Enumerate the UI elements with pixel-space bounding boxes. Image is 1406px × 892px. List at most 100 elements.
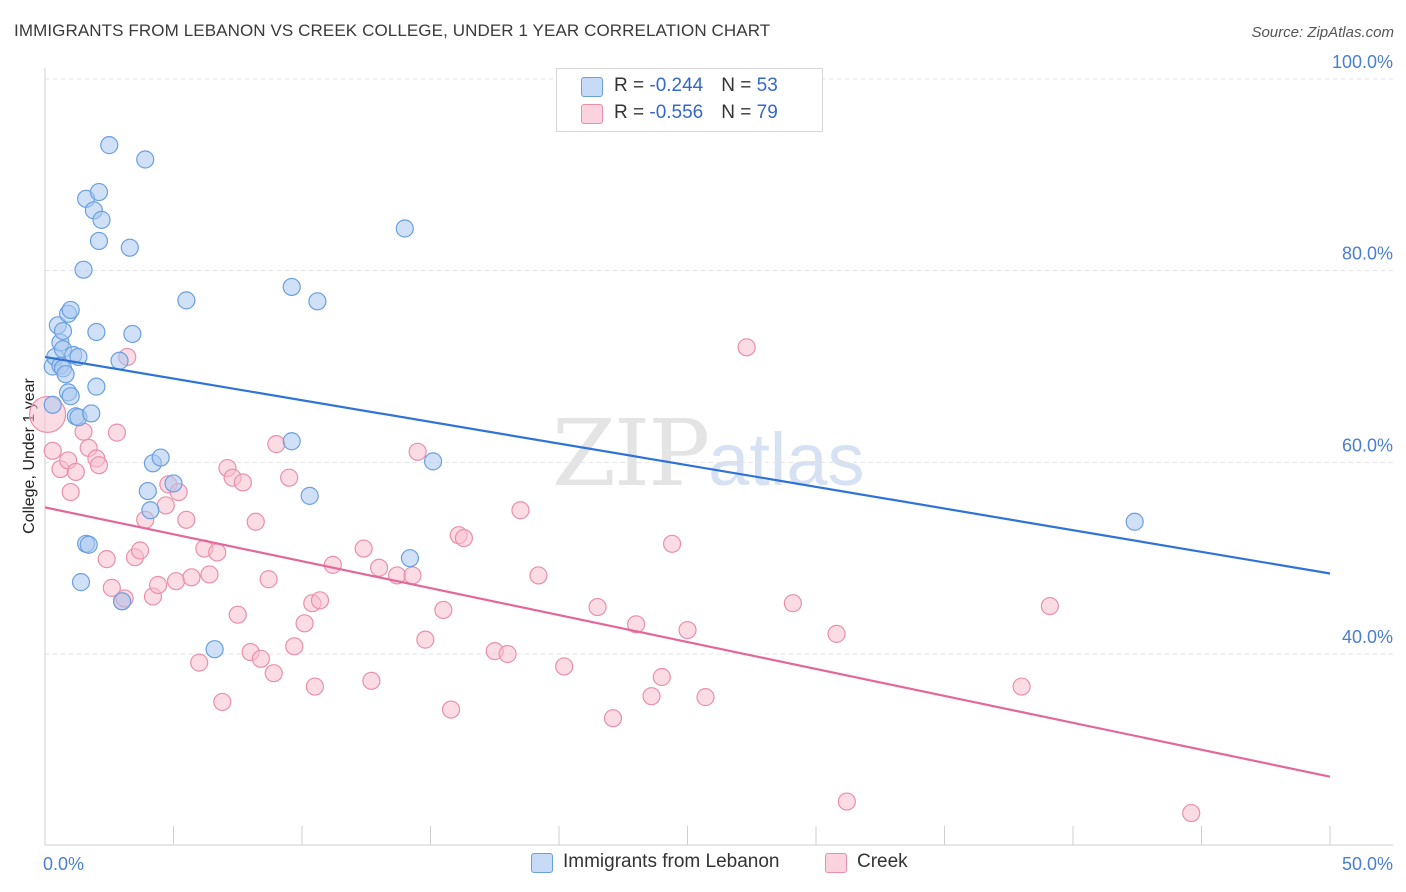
creek-point-43	[285, 637, 304, 656]
creek-point-76	[837, 792, 856, 811]
lebanon-point-27	[89, 231, 109, 251]
creek-point-69	[652, 667, 671, 687]
lebanon-point-46	[308, 292, 327, 311]
creek-point-61	[498, 644, 517, 664]
creek-point-4	[61, 482, 80, 502]
creek-point-70	[662, 534, 682, 553]
creek-point-1	[43, 441, 62, 460]
lebanon-point-34	[123, 324, 142, 344]
watermark-zip: ZIP	[552, 400, 710, 507]
lebanon-point-30	[100, 136, 119, 155]
series-label-lebanon: Immigrants from Lebanon	[563, 851, 780, 872]
creek-point-35	[233, 473, 252, 492]
creek-point-44	[295, 614, 314, 633]
y-tick-label-100: 100.0%	[1332, 52, 1393, 72]
creek-point-54	[408, 442, 427, 461]
legend-text-lebanon: R = -0.244 N = 53	[614, 75, 778, 96]
lebanon-point-31	[110, 351, 129, 370]
creek-point-50	[362, 671, 381, 690]
trend-lines	[44, 355, 1331, 778]
creek-trend-line	[44, 506, 1331, 778]
lebanon-point-12	[61, 387, 80, 406]
creek-point-47	[310, 591, 330, 610]
creek-point-46	[305, 677, 324, 696]
lebanon-point-44	[282, 432, 301, 451]
lebanon-point-41	[177, 291, 196, 310]
chart-title: IMMIGRANTS FROM LEBANON VS CREEK COLLEGE…	[14, 21, 771, 40]
series-swatch-lebanon	[531, 853, 553, 873]
lebanon-point-45	[300, 486, 319, 505]
creek-point-20	[148, 575, 168, 595]
x-ticks	[44, 826, 1331, 845]
legend-text-creek: R = -0.556 N = 79	[614, 102, 778, 123]
series-label-creek: Creek	[857, 851, 908, 872]
creek-point-5	[66, 462, 85, 482]
watermark: ZIPatlas	[552, 400, 864, 507]
lebanon-point-35	[136, 150, 155, 169]
creek-point-67	[626, 615, 646, 634]
gridlines	[45, 78, 1393, 655]
creek-point-12	[107, 423, 127, 442]
y-tick-labels: 40.0% 60.0% 80.0% 100.0%	[1332, 52, 1393, 647]
creek-point-68	[642, 687, 661, 706]
lebanon-point-13	[61, 300, 80, 320]
creek-point-53	[403, 566, 422, 585]
creek-points	[28, 338, 1201, 823]
creek-point-23	[166, 572, 186, 591]
lebanon-point-7	[53, 321, 73, 341]
creek-point-31	[213, 692, 232, 712]
lebanon-point-25	[87, 322, 106, 342]
creek-point-72	[696, 688, 715, 707]
x-tick-label-max: 50.0%	[1342, 854, 1393, 874]
creek-point-9	[89, 456, 109, 475]
lebanon-point-42	[205, 640, 224, 659]
y-tick-label-40: 40.0%	[1342, 627, 1393, 647]
creek-point-27	[190, 653, 209, 672]
creek-point-30	[208, 543, 227, 562]
y-tick-label-80: 80.0%	[1342, 244, 1393, 264]
watermark-atlas: atlas	[708, 418, 865, 501]
lebanon-point-36	[138, 481, 157, 501]
creek-point-59	[454, 528, 474, 548]
x-tick-label-min: 0.0%	[43, 854, 84, 874]
creek-point-55	[416, 630, 435, 649]
creek-point-63	[529, 566, 548, 585]
creek-point-39	[259, 570, 278, 589]
creek-point-75	[827, 624, 846, 643]
lebanon-point-32	[112, 592, 132, 611]
lebanon-points	[43, 136, 1144, 659]
lebanon-point-19	[74, 260, 93, 279]
lebanon-point-48	[400, 549, 420, 568]
creek-point-10	[97, 550, 116, 569]
creek-point-64	[555, 657, 574, 676]
lebanon-point-33	[120, 238, 139, 257]
creek-point-37	[246, 512, 265, 531]
creek-point-77	[1012, 677, 1031, 696]
source-label: Source: ZipAtlas.com	[1251, 24, 1394, 41]
lebanon-point-50	[1125, 512, 1144, 531]
creek-point-73	[737, 338, 756, 357]
lebanon-point-9	[56, 365, 75, 384]
creek-point-26	[182, 568, 201, 587]
creek-point-48	[323, 555, 342, 574]
y-tick-label-60: 60.0%	[1342, 435, 1393, 455]
creek-point-38	[251, 649, 270, 668]
creek-point-11	[102, 578, 121, 597]
creek-point-17	[130, 541, 150, 560]
creek-point-57	[441, 700, 461, 719]
lebanon-point-26	[87, 377, 106, 396]
lebanon-point-23	[82, 404, 101, 423]
creek-point-51	[370, 558, 389, 577]
creek-point-29	[200, 565, 219, 584]
creek-point-56	[434, 600, 453, 620]
creek-point-41	[267, 435, 286, 454]
creek-point-62	[511, 501, 530, 520]
lebanon-point-43	[282, 277, 301, 297]
lebanon-point-40	[164, 474, 183, 493]
creek-point-21	[156, 496, 175, 515]
creek-point-66	[603, 709, 623, 728]
legend-swatch-creek	[581, 104, 603, 124]
lebanon-trend-line	[44, 355, 1331, 575]
lebanon-point-47	[395, 219, 414, 238]
